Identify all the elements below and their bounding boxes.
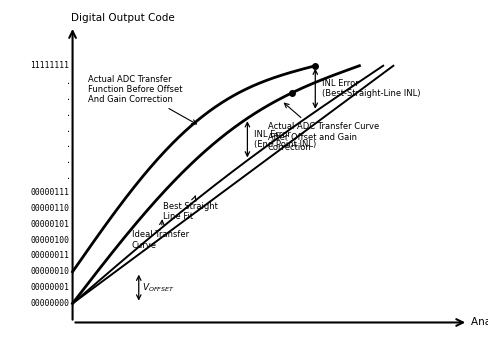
Text: .: . [66, 156, 71, 165]
Text: INL Error
(Best-Straight-Line INL): INL Error (Best-Straight-Line INL) [322, 79, 421, 98]
Text: .: . [66, 141, 71, 149]
Text: INL Error
(End Point INL): INL Error (End Point INL) [254, 130, 316, 149]
Text: 00000110: 00000110 [30, 204, 69, 213]
Text: 00000000: 00000000 [30, 299, 69, 308]
Text: Best Straight
Line Fit: Best Straight Line Fit [163, 196, 217, 221]
Text: $V_{OFFSET}$: $V_{OFFSET}$ [142, 281, 175, 294]
Text: Actual ADC Transfer Curve
After Offset and Gain
Correction: Actual ADC Transfer Curve After Offset a… [268, 103, 379, 152]
Text: Ideal Transfer
Curve: Ideal Transfer Curve [132, 220, 189, 250]
Text: 11111111: 11111111 [30, 61, 69, 70]
Text: .: . [66, 93, 71, 102]
Text: 00000100: 00000100 [30, 236, 69, 245]
Text: 00000010: 00000010 [30, 267, 69, 276]
Text: 00000011: 00000011 [30, 251, 69, 260]
Text: Actual ADC Transfer
Function Before Offset
And Gain Correction: Actual ADC Transfer Function Before Offs… [88, 75, 196, 124]
Text: .: . [66, 124, 71, 134]
Text: .: . [66, 77, 71, 86]
Text: 00000111: 00000111 [30, 188, 69, 197]
Text: Digital Output Code: Digital Output Code [71, 13, 175, 23]
Text: 00000101: 00000101 [30, 220, 69, 229]
Text: .: . [66, 109, 71, 118]
Text: 00000001: 00000001 [30, 283, 69, 292]
Text: .: . [66, 172, 71, 181]
Text: Analog Input: Analog Input [471, 317, 488, 328]
